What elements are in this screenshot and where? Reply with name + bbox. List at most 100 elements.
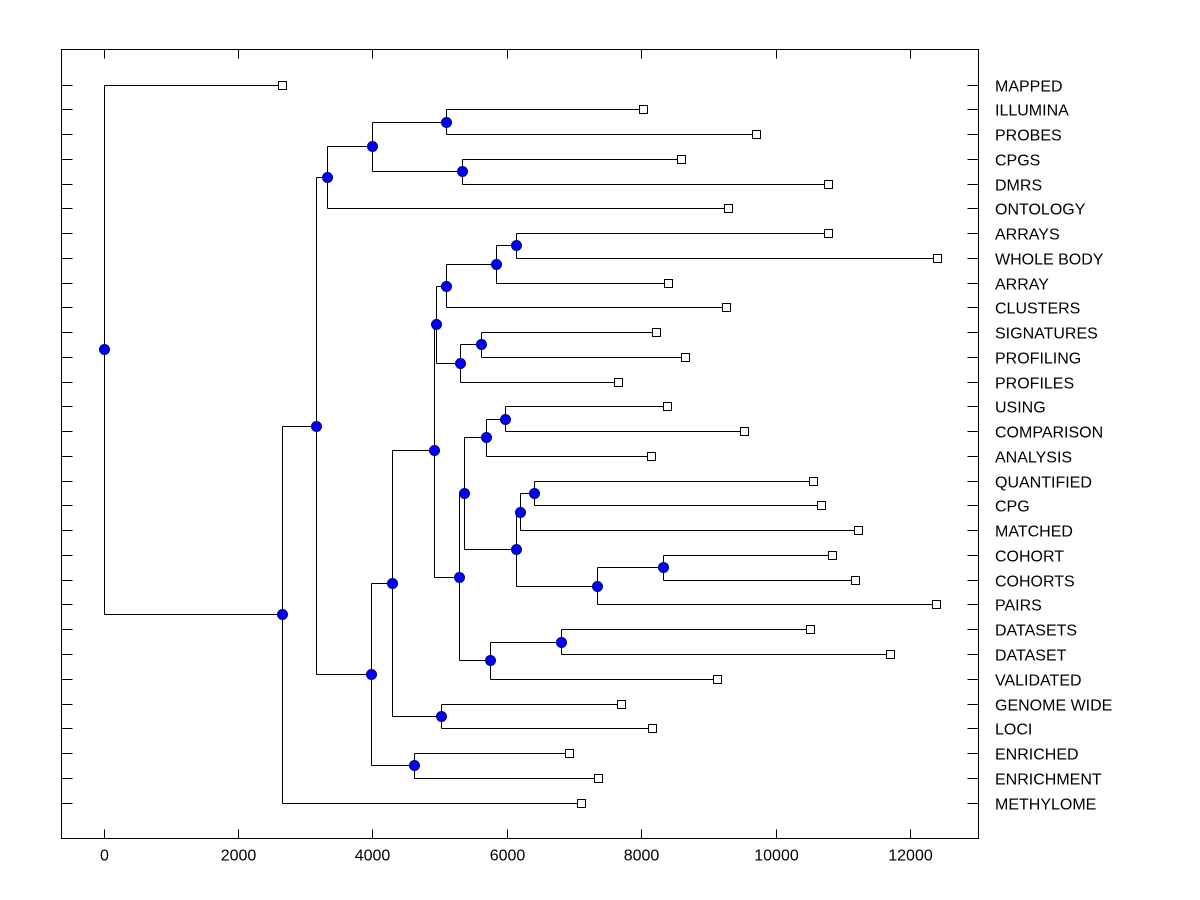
leaf-marker <box>677 155 686 164</box>
internal-node-marker <box>556 637 567 648</box>
leaf-marker <box>664 279 673 288</box>
leaf-marker <box>724 204 733 213</box>
leaf-label: CPGS <box>995 153 1040 170</box>
leaf-label: ONTOLOGY <box>995 202 1086 219</box>
leaf-label: QUANTIFIED <box>995 475 1092 492</box>
internal-node-marker <box>436 711 447 722</box>
leaf-label: ENRICHMENT <box>995 772 1102 789</box>
leaf-marker <box>577 799 586 808</box>
leaf-marker <box>565 749 574 758</box>
leaf-marker <box>639 105 648 114</box>
internal-node-marker <box>367 141 378 152</box>
leaf-marker <box>713 675 722 684</box>
leaf-label: DMRS <box>995 178 1042 195</box>
leaf-label: ENRICHED <box>995 747 1079 764</box>
leaf-label: COMPARISON <box>995 425 1103 442</box>
x-tick-label: 12000 <box>888 848 933 865</box>
internal-node-marker <box>387 578 398 589</box>
internal-node-marker <box>441 281 452 292</box>
x-tick-label: 4000 <box>355 848 391 865</box>
internal-node-marker <box>322 172 333 183</box>
leaf-label: ARRAYS <box>995 227 1060 244</box>
internal-node-marker <box>454 572 465 583</box>
x-axis-tick-labels: 0 2000 4000 6000 8000 10000 12000 <box>100 848 933 865</box>
x-tick-label: 0 <box>100 848 109 865</box>
leaf-marker <box>932 600 941 609</box>
leaf-label: DATASET <box>995 648 1067 665</box>
branch-lines <box>104 85 938 804</box>
leaf-label: VALIDATED <box>995 673 1082 690</box>
leaf-marker <box>809 477 818 486</box>
x-tick-label: 8000 <box>624 848 660 865</box>
leaf-label: METHYLOME <box>995 797 1096 814</box>
internal-node-marker <box>99 344 110 355</box>
leaf-label: LOCI <box>995 722 1032 739</box>
leaf-marker <box>828 551 837 560</box>
internal-node-marker <box>311 421 322 432</box>
leaf-label: PAIRS <box>995 598 1042 615</box>
internal-node-marker <box>409 760 420 771</box>
leaf-marker <box>824 180 833 189</box>
leaf-marker <box>824 229 833 238</box>
internal-node-marker <box>457 166 468 177</box>
x-tick-label: 2000 <box>221 848 257 865</box>
leaf-marker <box>681 353 690 362</box>
internal-node-marker <box>277 609 288 620</box>
leaf-label: CPG <box>995 499 1030 516</box>
internal-node-marker <box>366 669 377 680</box>
leaf-marker <box>652 328 661 337</box>
internal-node-marker <box>455 358 466 369</box>
leaf-marker <box>854 526 863 535</box>
leaf-marker <box>806 625 815 634</box>
leaf-label: SIGNATURES <box>995 326 1098 343</box>
leaf-marker <box>648 724 657 733</box>
leaf-label: PROFILING <box>995 351 1081 368</box>
internal-node-marker <box>431 319 442 330</box>
leaf-marker <box>647 452 656 461</box>
leaf-label: ILLUMINA <box>995 103 1069 120</box>
leaf-marker <box>740 427 749 436</box>
internal-node-marker <box>459 488 470 499</box>
internal-node-marker <box>481 432 492 443</box>
leaf-marker <box>663 402 672 411</box>
internal-node-marker <box>511 544 522 555</box>
leaf-marker <box>752 130 761 139</box>
leaf-label: USING <box>995 400 1046 417</box>
internal-node-marker <box>592 581 603 592</box>
internal-node-marker <box>491 259 502 270</box>
leaf-label: PROBES <box>995 128 1062 145</box>
leaf-label: WHOLE BODY <box>995 252 1104 269</box>
leaf-marker <box>614 378 623 387</box>
node-markers <box>99 117 669 771</box>
leaf-marker <box>886 650 895 659</box>
leaf-marker <box>278 81 287 90</box>
internal-node-marker <box>476 339 487 350</box>
leaf-marker <box>933 254 942 263</box>
leaf-label: MAPPED <box>995 79 1063 96</box>
internal-node-marker <box>485 655 496 666</box>
leaf-label: ARRAY <box>995 277 1049 294</box>
leaf-label: CLUSTERS <box>995 301 1080 318</box>
leaf-label: ANALYSIS <box>995 450 1072 467</box>
internal-node-marker <box>515 507 526 518</box>
leaf-label: PROFILES <box>995 376 1074 393</box>
leaf-marker <box>722 303 731 312</box>
x-tick-label: 10000 <box>754 848 799 865</box>
leaf-marker <box>851 576 860 585</box>
internal-node-marker <box>511 240 522 251</box>
leaf-label: COHORT <box>995 549 1064 566</box>
leaf-marker <box>817 501 826 510</box>
axis-ticks <box>61 49 979 839</box>
plot-frame <box>61 49 979 839</box>
leaf-marker <box>594 774 603 783</box>
internal-node-marker <box>429 445 440 456</box>
internal-node-marker <box>500 414 511 425</box>
leaf-labels: MAPPED ILLUMINA PROBES CPGS DMRS ONTOLOGY ARRA… <box>995 79 1112 814</box>
leaf-marker <box>617 700 626 709</box>
leaf-label: DATASETS <box>995 623 1077 640</box>
leaf-label: MATCHED <box>995 524 1073 541</box>
x-tick-label: 6000 <box>490 848 526 865</box>
internal-node-marker <box>658 562 669 573</box>
leaf-label: COHORTS <box>995 574 1075 591</box>
